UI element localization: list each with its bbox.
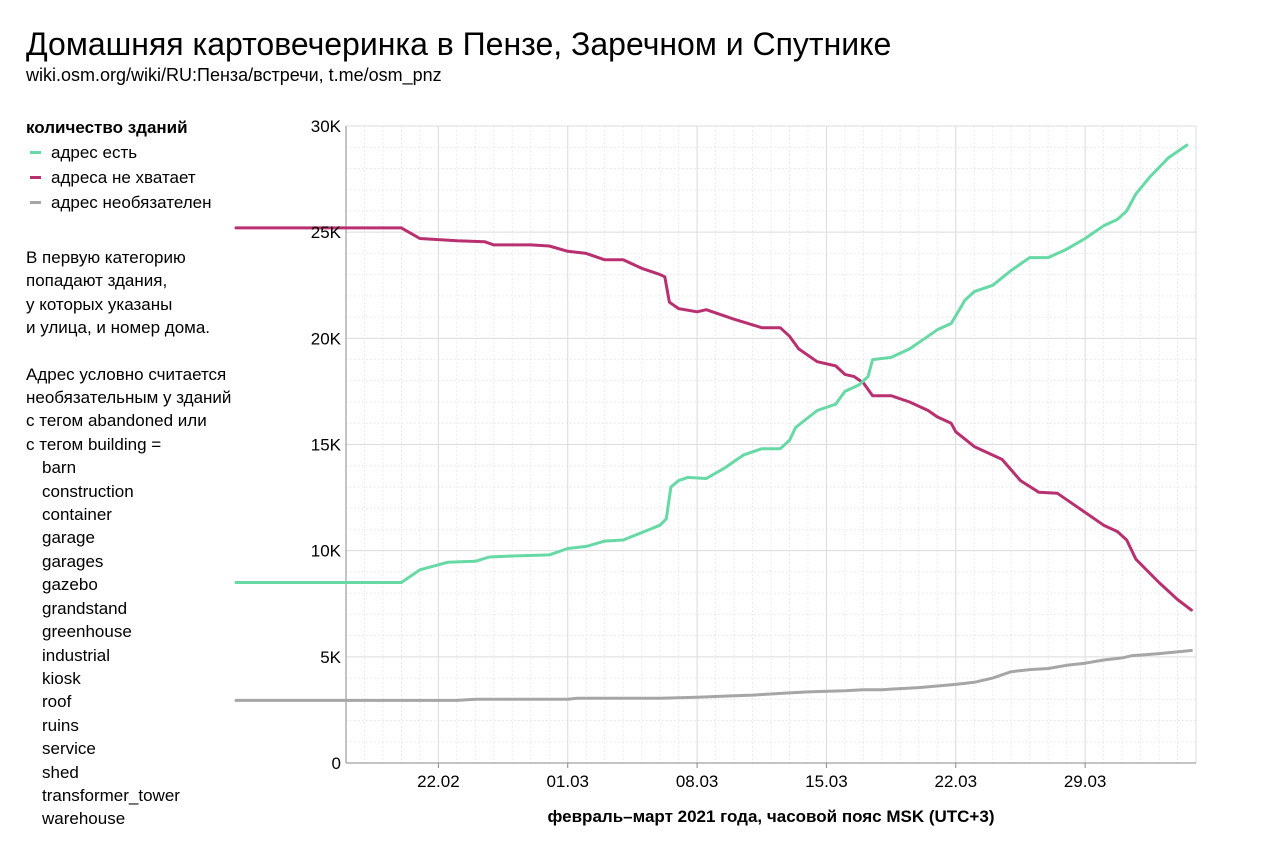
note-line: Адрес условно считается	[26, 364, 227, 384]
building-tag: service	[42, 739, 96, 759]
note-line: попадают здания,	[26, 271, 168, 291]
minor-grid	[345, 126, 1197, 763]
x-tick-label: 22.02	[417, 772, 460, 791]
x-axis-title: февраль–март 2021 года, часовой пояс MSK…	[548, 807, 995, 826]
building-tag: ruins	[42, 715, 79, 735]
x-tick-label: 22.03	[935, 772, 978, 791]
y-tick-label: 10K	[311, 542, 342, 561]
explanation-note: В первую категорию попадают здания, у ко…	[26, 246, 231, 831]
building-tag: container	[42, 505, 112, 525]
building-tag: transformer_tower	[42, 785, 180, 805]
y-tick-label: 25K	[311, 223, 342, 242]
legend-label-address-optional: адрес необязателен	[51, 192, 212, 212]
building-tag: grandstand	[42, 598, 128, 618]
chart-subtitle: wiki.osm.org/wiki/RU:Пенза/встречи, t.me…	[26, 65, 442, 85]
series-line-address-missing	[234, 226, 1193, 612]
axes	[345, 126, 1196, 768]
y-tick-label: 20K	[311, 329, 342, 348]
building-tag: barn	[42, 458, 77, 478]
note-line: с тегом building =	[26, 434, 162, 454]
legend-item-address-optional: адрес необязателен	[26, 190, 212, 215]
building-tag: shed	[42, 762, 79, 782]
y-tick-label: 15K	[311, 436, 342, 455]
chart-title: Домашняя картовечеринка в Пензе, Заречно…	[26, 26, 892, 62]
building-tag: gazebo	[42, 575, 98, 595]
legend-item-address-present: адрес есть	[26, 140, 212, 165]
building-tag: warehouse	[42, 809, 126, 829]
x-tick-label: 08.03	[676, 772, 719, 791]
y-tick-label: 30K	[311, 117, 342, 136]
building-tag: garages	[42, 551, 104, 571]
building-tag: garage	[42, 528, 95, 548]
note-line: В первую категорию	[26, 248, 186, 267]
x-tick-label: 01.03	[546, 772, 589, 791]
note-line: с тегом abandoned или	[26, 411, 207, 431]
legend-swatch-address-missing	[30, 176, 41, 179]
building-tag-list: barn construction container garage garag…	[26, 456, 231, 831]
legend-swatch-address-optional	[30, 201, 41, 204]
series-lines	[234, 143, 1193, 702]
note-line: у которых указаны	[26, 294, 173, 314]
y-tick-label: 0	[332, 754, 341, 773]
building-tag: construction	[42, 481, 134, 501]
legend-label-address-present: адрес есть	[51, 142, 138, 162]
building-tag: industrial	[42, 645, 111, 665]
legend-swatch-address-present	[30, 151, 41, 154]
y-tick-label: 5K	[320, 648, 341, 667]
series-line-address-present	[234, 143, 1189, 584]
x-tick-label: 15.03	[805, 772, 848, 791]
building-tag: kiosk	[42, 668, 81, 688]
building-tag: greenhouse	[42, 622, 132, 642]
building-tag: roof	[42, 692, 72, 712]
note-line: и улица, и номер дома.	[26, 318, 211, 338]
series-line-address-optional	[234, 649, 1193, 702]
note-line: необязательным у зданий	[26, 388, 232, 408]
legend-item-address-missing: адреса не хватает	[26, 165, 212, 190]
tick-labels: 0 5K 10K 15K 20K 25K 30K 22.02 01.03 08.03 15.03 22…	[311, 117, 1107, 791]
major-grid	[346, 125, 1197, 763]
legend-title: количество зданий	[26, 118, 188, 137]
x-tick-label: 29.03	[1064, 772, 1107, 791]
legend-label-address-missing: адреса не хватает	[51, 167, 196, 187]
legend: количество зданий адрес есть адреса не х…	[26, 116, 212, 215]
